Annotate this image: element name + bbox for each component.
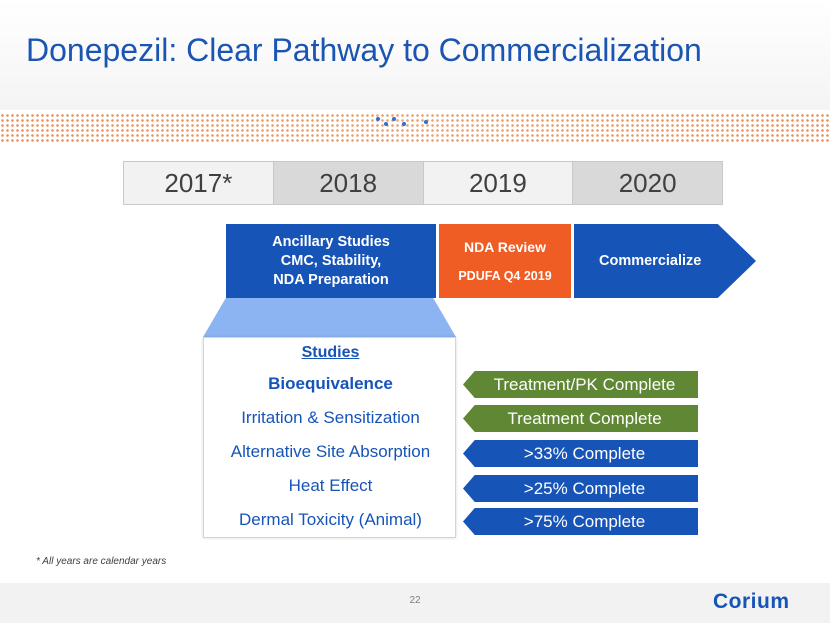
phase-nda-pdufa: PDUFA Q4 2019 bbox=[458, 269, 552, 283]
funnel-connector bbox=[203, 298, 456, 337]
status-irritation-sensitization: Treatment Complete bbox=[463, 405, 698, 432]
year-2020: 2020 bbox=[573, 162, 722, 204]
phase-nda-review: NDA Review PDUFA Q4 2019 bbox=[439, 224, 571, 298]
page-number: 22 bbox=[409, 595, 421, 606]
dot-pattern-band bbox=[0, 113, 830, 143]
phase-ancillary-line2: CMC, Stability, bbox=[280, 252, 382, 269]
year-2017: 2017* bbox=[124, 162, 274, 204]
dot-band-fade bbox=[0, 113, 830, 143]
study-alternative-site-absorption: Alternative Site Absorption bbox=[230, 442, 431, 461]
phase-nda-label: NDA Review bbox=[464, 239, 546, 255]
study-irritation-sensitization: Irritation & Sensitization bbox=[241, 408, 420, 427]
footer-band bbox=[0, 583, 830, 623]
footnote: * All years are calendar years bbox=[36, 556, 167, 567]
study-heat-effect: Heat Effect bbox=[288, 476, 373, 495]
header-band bbox=[0, 0, 830, 110]
corium-logo: Corium bbox=[713, 590, 790, 613]
status-alternative-site-absorption: >33% Complete bbox=[463, 440, 698, 467]
phase-commercialize-arrow: Commercialize bbox=[574, 224, 756, 298]
phase-commercialize-label: Commercialize bbox=[599, 253, 702, 269]
year-2018: 2018 bbox=[273, 162, 424, 204]
phase-ancillary-line3: NDA Preparation bbox=[273, 271, 389, 288]
phase-ancillary-studies: Ancillary Studies CMC, Stability, NDA Pr… bbox=[226, 224, 436, 298]
study-bioequivalence: Bioequivalence bbox=[268, 374, 393, 393]
slide-title: Donepezil: Clear Pathway to Commercializ… bbox=[26, 32, 702, 68]
phase-ancillary-line1: Ancillary Studies bbox=[272, 233, 390, 250]
study-dermal-toxicity: Dermal Toxicity (Animal) bbox=[239, 510, 422, 529]
year-timeline: 2017* 2018 2019 2020 bbox=[123, 161, 723, 205]
status-bioequivalence: Treatment/PK Complete bbox=[463, 371, 698, 398]
status-heat-effect: >25% Complete bbox=[463, 475, 698, 502]
studies-box: Studies Bioequivalence Irritation & Sens… bbox=[203, 337, 456, 538]
studies-heading: Studies bbox=[301, 344, 360, 361]
year-2019: 2019 bbox=[423, 162, 574, 204]
status-dermal-toxicity: >75% Complete bbox=[463, 508, 698, 535]
